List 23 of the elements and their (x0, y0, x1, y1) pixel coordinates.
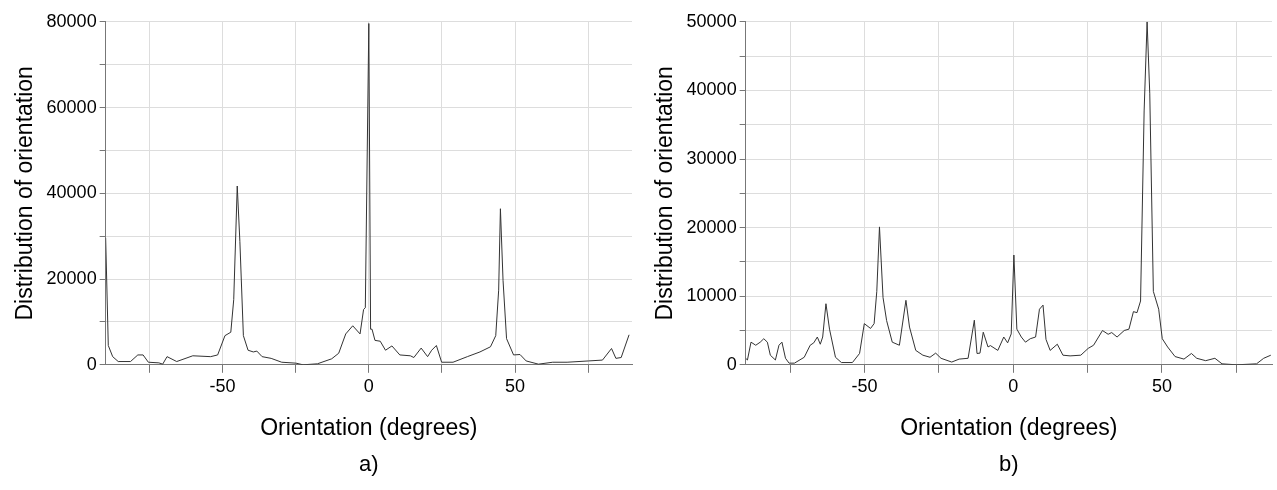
x-axis-title: Orientation (degrees) (260, 413, 478, 440)
x-tick-label: -50 (209, 375, 236, 396)
y-tick-label: 50000 (686, 10, 737, 31)
y-axis-title: Distribution of orientation (651, 66, 678, 321)
text: b) (999, 451, 1019, 477)
y-axis-title: Distribution of orientation (11, 66, 38, 321)
x-tick-label: -50 (851, 375, 878, 396)
y-tick-label: 0 (726, 353, 737, 374)
x-axis-title: Orientation (degrees) (900, 413, 1118, 440)
y-tick-label: 40000 (686, 79, 737, 100)
y-tick-label: 80000 (46, 10, 97, 31)
y-tick-label: 0 (86, 353, 97, 374)
y-tick-label: 20000 (46, 268, 97, 289)
x-tick-label: 0 (1008, 375, 1019, 396)
x-tick-label: 0 (363, 375, 374, 396)
y-tick-label: 40000 (46, 182, 97, 203)
y-tick-label: 10000 (686, 285, 737, 306)
y-tick-label: 20000 (686, 216, 737, 237)
text: a) (359, 451, 379, 477)
x-tick-label: 50 (1151, 375, 1172, 396)
y-tick-label: 30000 (686, 147, 737, 168)
x-tick-label: 50 (505, 375, 526, 396)
y-tick-label: 60000 (46, 96, 97, 117)
